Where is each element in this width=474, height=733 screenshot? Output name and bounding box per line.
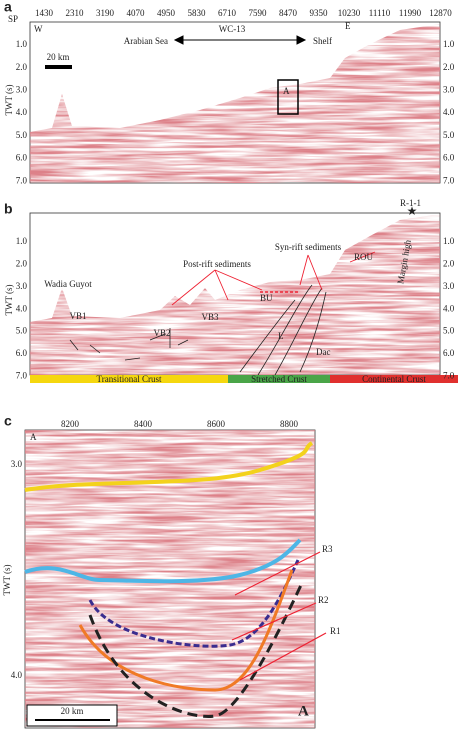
box-label: A <box>283 86 290 96</box>
sp-tick: 3190 <box>96 8 115 18</box>
twt-tick: 2.0 <box>16 62 28 72</box>
crust: Continental Crust <box>362 374 426 384</box>
vb1: VB1 <box>69 311 86 321</box>
twt-tick: 5.0 <box>16 130 28 140</box>
right-label: Shelf <box>313 36 332 46</box>
rou: ROU <box>354 252 374 262</box>
twt-tick: 7.0 <box>443 175 455 185</box>
sp-tick: 7590 <box>249 8 268 18</box>
twt-tick: 7.0 <box>443 370 455 380</box>
scale: 20 km <box>61 706 84 716</box>
dac: Dac <box>316 347 331 357</box>
sp-tick: 5830 <box>188 8 207 18</box>
crust-bar <box>30 375 228 383</box>
twt-tick: 4.0 <box>11 670 23 680</box>
seismic <box>30 24 440 183</box>
sp-tick: 12870 <box>429 8 452 18</box>
bu: BU <box>260 293 273 303</box>
twt-tick: 1.0 <box>16 39 28 49</box>
star: ★ <box>407 204 418 218</box>
sp-tick: 8400 <box>134 419 153 429</box>
panel-label: c <box>4 413 12 429</box>
sp-tick: 11110 <box>369 8 391 18</box>
sp-tick: 4950 <box>157 8 176 18</box>
syn-rift: Syn-rift sediments <box>275 242 342 252</box>
twt-tick: 1.0 <box>443 39 455 49</box>
panel-label: a <box>4 0 12 15</box>
panel-label: b <box>4 201 13 217</box>
twt-tick: 2.0 <box>443 258 455 268</box>
line-name: WC-13 <box>219 24 246 34</box>
sp-tick: 6710 <box>218 8 237 18</box>
well: R-1-1 <box>400 198 421 208</box>
r1: R1 <box>330 626 341 636</box>
twt-tick: 4.0 <box>443 107 455 117</box>
twt-tick: 2.0 <box>16 258 28 268</box>
crust: Stretched Crust <box>251 374 307 384</box>
r3: R3 <box>322 544 333 554</box>
sp-tick: 11990 <box>399 8 422 18</box>
twt-tick: 4.0 <box>443 303 455 313</box>
horizons <box>24 441 314 718</box>
twt-tick: 7.0 <box>16 370 28 380</box>
guyot: Wadia Guyot <box>44 279 92 289</box>
twt-tick: 1.0 <box>16 236 28 246</box>
corner: A <box>30 432 37 442</box>
faults <box>69 284 327 376</box>
arrows <box>171 251 376 306</box>
twt-tick: 3.0 <box>443 84 455 94</box>
twt-tick: 6.0 <box>16 348 28 358</box>
twt-tick: 5.0 <box>443 130 455 140</box>
twt-tick: 3.0 <box>11 459 23 469</box>
l: L <box>278 331 284 341</box>
crust-bar <box>330 375 458 383</box>
twt-tick: 6.0 <box>443 348 455 358</box>
twt-tick: 1.0 <box>443 236 455 246</box>
twt-tick: 4.0 <box>16 303 28 313</box>
twt-tick: 3.0 <box>443 281 455 291</box>
left-label: Arabian Sea <box>124 36 168 46</box>
vb2: VB2 <box>153 328 170 338</box>
box-label: A <box>298 703 309 719</box>
box <box>277 79 299 115</box>
twt-tick: 2.0 <box>443 62 455 72</box>
arrows <box>231 551 327 681</box>
twt-tick: 5.0 <box>443 326 455 336</box>
axis-label: TWT (s) <box>4 84 14 115</box>
sp-tick: 8800 <box>280 419 299 429</box>
seismic <box>30 214 440 375</box>
twt-tick: 7.0 <box>16 175 28 185</box>
sp-tick: 4070 <box>127 8 146 18</box>
sp-tick: 1430 <box>35 8 54 18</box>
twt-tick: 6.0 <box>16 153 28 163</box>
twt-tick: 5.0 <box>16 326 28 336</box>
r2: R2 <box>318 595 329 605</box>
twt-tick: 3.0 <box>16 281 28 291</box>
vb3: VB3 <box>201 312 219 322</box>
sp-tick: 9350 <box>310 8 329 18</box>
post-rift: Post-rift sediments <box>183 259 251 269</box>
arrow <box>173 35 307 45</box>
twt-tick: 3.0 <box>16 84 28 94</box>
sp-label: SP <box>8 14 18 24</box>
twt-tick: 6.0 <box>443 153 455 163</box>
axis-label: TWT (s) <box>4 284 14 315</box>
seismic <box>25 430 315 728</box>
sp-tick: 10230 <box>338 8 361 18</box>
scale: 20 km <box>47 52 70 62</box>
sp-tick: 2310 <box>66 8 85 18</box>
scale-bar <box>45 65 72 69</box>
east: E <box>345 21 351 31</box>
sp-tick: 8200 <box>61 419 80 429</box>
sp-tick: 8470 <box>279 8 298 18</box>
crust-bar <box>228 375 330 383</box>
twt-tick: 4.0 <box>16 107 28 117</box>
axis-label: TWT (s) <box>2 564 12 595</box>
crust: Transitional Crust <box>97 374 162 384</box>
sp-tick: 8600 <box>207 419 226 429</box>
west: W <box>34 24 43 34</box>
